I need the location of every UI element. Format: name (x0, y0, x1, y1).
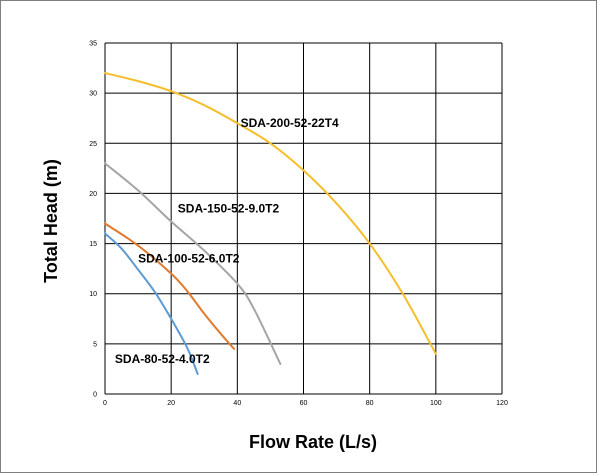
y-tick-label: 30 (89, 91, 97, 98)
y-tick-label: 10 (89, 291, 97, 298)
series-lines (104, 72, 437, 375)
x-tick-label: 60 (300, 400, 308, 407)
y-tick-label: 15 (89, 241, 97, 248)
grid (104, 42, 503, 395)
y-tick-label: 25 (89, 141, 97, 148)
y-tick-label: 5 (93, 341, 97, 348)
y-axis-title: Total Head (m) (41, 159, 61, 283)
x-tick-label: 120 (496, 400, 508, 407)
series-line-sda-80-52-4.0t2 (104, 232, 199, 375)
x-axis-title: Flow Rate (L/s) (249, 432, 377, 452)
x-tick-label: 80 (366, 400, 374, 407)
series-line-sda-150-52-9.0t2 (104, 162, 282, 365)
series-line-sda-200-52-22t4 (104, 72, 437, 355)
x-tick-labels: 0 20 40 60 80 100 120 (103, 400, 508, 407)
x-tick-label: 0 (103, 400, 107, 407)
series-labels: SDA-200-52-22T4 SDA-150-52-9.0T2 SDA-100-5… (115, 116, 339, 366)
x-tick-label: 40 (233, 400, 241, 407)
x-tick-label: 20 (167, 400, 175, 407)
series-label: SDA-100-52-6.0T2 (138, 252, 240, 266)
series-label: SDA-150-52-9.0T2 (178, 201, 280, 215)
y-tick-label: 20 (89, 191, 97, 198)
series-label: SDA-200-52-22T4 (241, 116, 339, 130)
x-tick-label: 100 (430, 400, 442, 407)
series-label: SDA-80-52-4.0T2 (115, 352, 210, 366)
y-tick-label: 0 (93, 392, 97, 399)
y-tick-label: 35 (89, 41, 97, 48)
series-line-sda-100-52-6.0t2 (104, 222, 236, 350)
y-tick-labels: 0 5 10 15 20 25 30 35 (89, 41, 97, 399)
